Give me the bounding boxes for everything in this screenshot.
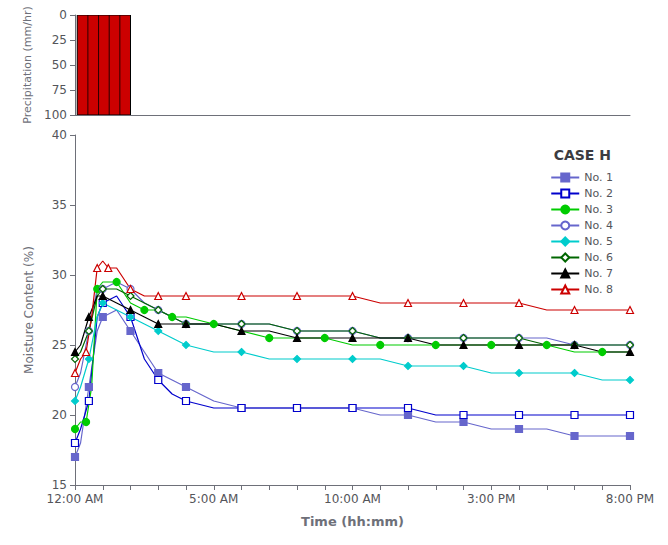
svg-text:No. 8: No. 8 [584,283,613,296]
svg-text:40: 40 [52,128,67,142]
svg-text:No. 6: No. 6 [584,251,613,264]
svg-text:25: 25 [52,33,67,47]
svg-text:No. 1: No. 1 [584,171,613,184]
svg-text:15: 15 [52,478,67,492]
svg-text:No. 5: No. 5 [584,235,613,248]
svg-text:0: 0 [59,8,67,22]
svg-text:75: 75 [52,83,67,97]
svg-text:3:00 PM: 3:00 PM [467,492,515,506]
svg-text:100: 100 [44,108,67,122]
svg-text:No. 7: No. 7 [584,267,613,280]
svg-text:30: 30 [52,268,67,282]
svg-text:35: 35 [52,198,67,212]
svg-text:25: 25 [52,338,67,352]
svg-text:CASE H: CASE H [554,147,611,163]
svg-text:Moisture Content (%): Moisture Content (%) [22,246,36,374]
svg-text:Time (hh:mm): Time (hh:mm) [301,514,404,529]
svg-text:No. 2: No. 2 [584,187,613,200]
svg-text:8:00 PM: 8:00 PM [606,492,654,506]
svg-text:20: 20 [52,408,67,422]
svg-text:Precipitation (mm/hr): Precipitation (mm/hr) [21,6,34,123]
svg-text:50: 50 [52,58,67,72]
svg-text:No. 4: No. 4 [584,219,613,232]
svg-text:12:00 AM: 12:00 AM [47,492,104,506]
svg-text:No. 3: No. 3 [584,203,613,216]
svg-text:10:00 AM: 10:00 AM [324,492,381,506]
svg-text:5:00 AM: 5:00 AM [189,492,238,506]
